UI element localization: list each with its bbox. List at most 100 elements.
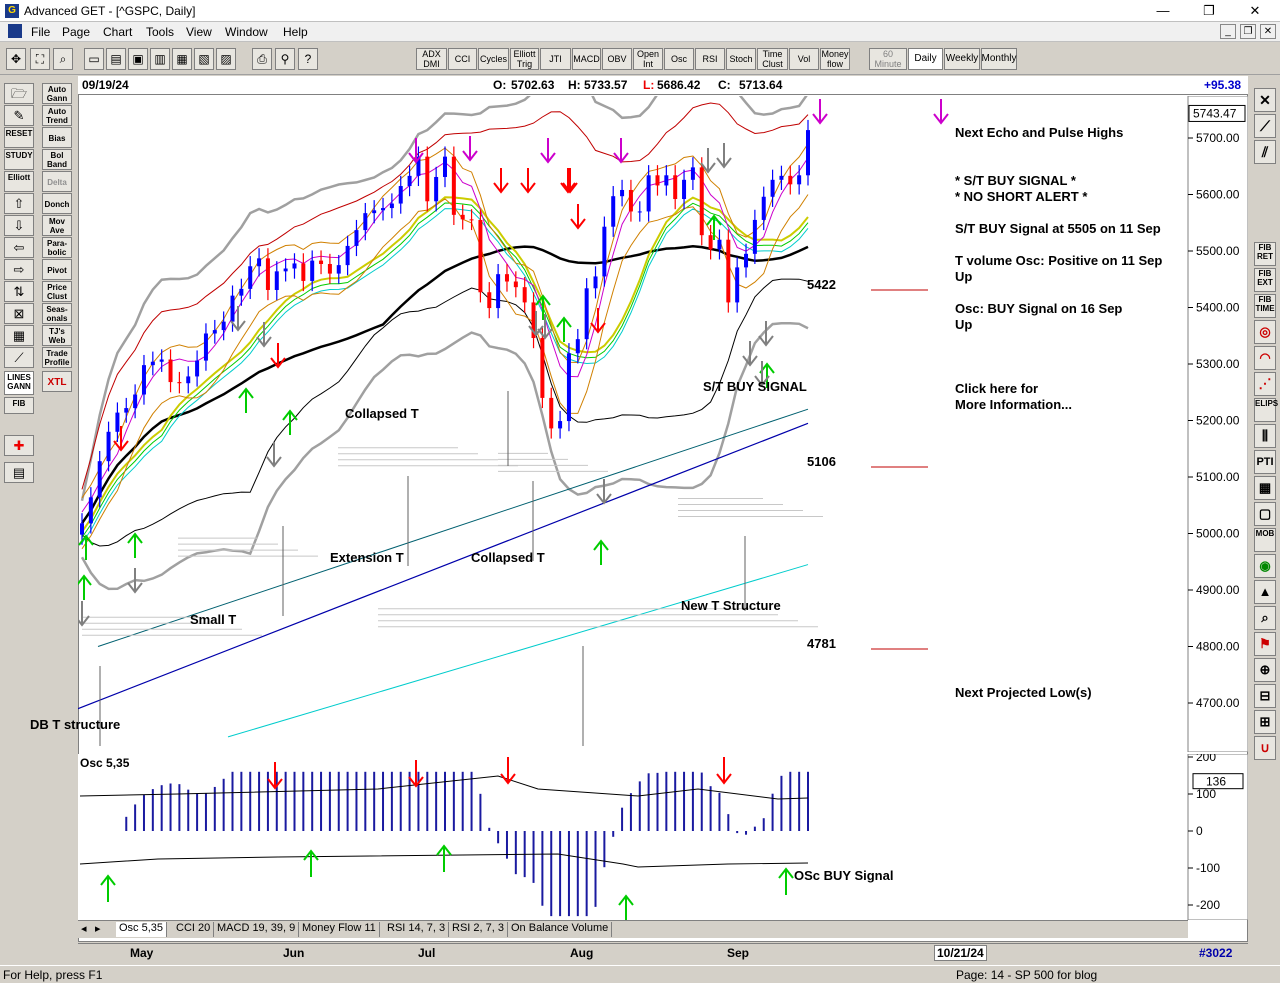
expand-icon[interactable]: ⊞ — [1254, 710, 1276, 734]
menu-page[interactable]: Page — [62, 25, 91, 39]
contract-icon[interactable]: ⊟ — [1254, 684, 1276, 708]
time-clust-button[interactable]: Time Clust — [757, 48, 788, 70]
magnify-icon[interactable]: ⌕ — [53, 48, 73, 70]
flag-icon[interactable]: ⚑ — [1254, 632, 1276, 656]
tile-icon[interactable]: ▧ — [194, 48, 214, 70]
seasonals-button[interactable]: Seas-onals — [42, 303, 72, 324]
auto-trend-button[interactable]: Auto Trend — [42, 105, 72, 126]
mdi-close-button[interactable]: ✕ — [1260, 24, 1276, 39]
arrow-up-icon[interactable]: ⇧ — [4, 193, 34, 214]
ratio-icon[interactable]: ⊠ — [4, 303, 34, 324]
up-arrow-tool-icon[interactable]: ▲ — [1254, 580, 1276, 604]
lines-gann-button[interactable]: LINES GANN — [4, 371, 34, 395]
search-icon[interactable]: ⌕ — [1254, 606, 1276, 630]
tab-rsi-14[interactable]: RSI 14, 7, 3 — [384, 922, 450, 937]
square-tool-icon[interactable]: ▢ — [1254, 502, 1276, 526]
tab-cci[interactable]: CCI 20 — [173, 922, 215, 937]
tab-macd[interactable]: MACD 19, 39, 9 — [214, 922, 300, 937]
menu-help[interactable]: Help — [283, 25, 308, 39]
arrow-right-icon[interactable]: ⇨ — [4, 259, 34, 280]
more-info-link[interactable]: More Information... — [955, 397, 1072, 412]
fib-button[interactable]: FIB — [4, 397, 34, 414]
adx-dmi-button[interactable]: ADX DMI — [416, 48, 447, 70]
elliott-button[interactable]: Elliott — [4, 171, 34, 192]
elips-button[interactable]: ELIPS — [1254, 398, 1278, 422]
cycles-button[interactable]: Cycles — [478, 48, 509, 70]
click-here-link[interactable]: Click here for — [955, 381, 1039, 396]
fib-time-button[interactable]: FIB TIME — [1254, 294, 1276, 318]
rsi-button[interactable]: RSI — [695, 48, 725, 70]
magnet-icon[interactable]: ∪ — [1254, 736, 1276, 760]
vol-button[interactable]: Vol — [789, 48, 819, 70]
oscillator-panel[interactable]: 200 100 0 -100 -200 136 — [78, 754, 1248, 920]
mdi-minimize-button[interactable]: _ — [1220, 24, 1236, 39]
tab-scroll-right[interactable]: ▸ — [95, 923, 101, 935]
pti-button[interactable]: PTI — [1254, 450, 1276, 474]
mdi-restore-button[interactable]: ❐ — [1240, 24, 1256, 39]
restore-button[interactable]: ❐ — [1203, 3, 1215, 18]
menu-window[interactable]: Window — [225, 25, 268, 39]
auto-gann-button[interactable]: Auto Gann — [42, 83, 72, 104]
edit-pencil-icon[interactable]: ✎ — [4, 105, 34, 126]
menu-file[interactable]: File — [31, 25, 51, 39]
target-icon[interactable]: ◎ — [1254, 320, 1276, 344]
crosshair-icon[interactable]: ✚ — [4, 435, 34, 456]
arrow-left-icon[interactable]: ⇦ — [4, 237, 34, 258]
cursor-tool-icon[interactable]: ✥ — [6, 48, 26, 70]
tab-obv[interactable]: On Balance Volume — [508, 922, 613, 937]
trade-profile-button[interactable]: Trade Profile — [42, 347, 72, 368]
mob-button[interactable]: MOB — [1254, 528, 1276, 552]
parallel-icon[interactable]: ⫼ — [1254, 424, 1276, 448]
channel-tool-icon[interactable]: ⫽ — [1254, 140, 1276, 164]
tab-scroll-left[interactable]: ◂ — [81, 923, 87, 935]
print-icon[interactable]: ⎙ — [252, 48, 272, 70]
period-weekly-button[interactable]: Weekly — [944, 48, 980, 70]
arrow-down-icon[interactable]: ⇩ — [4, 215, 34, 236]
new-page-icon[interactable]: ▭ — [84, 48, 104, 70]
tjs-web-button[interactable]: TJ's Web — [42, 325, 72, 346]
zoom-tool-icon[interactable]: ⊕ — [1254, 658, 1276, 682]
price-clust-button[interactable]: Price Clust — [42, 281, 72, 302]
xtl-button[interactable]: XTL — [42, 371, 72, 392]
period-60-minute-button[interactable]: 60 Minute — [869, 48, 907, 70]
stoch-button[interactable]: Stoch — [726, 48, 756, 70]
tab-osc[interactable]: Osc 5,35 — [116, 922, 168, 937]
bar-count-icon[interactable]: ⇅ — [4, 281, 34, 302]
globe-icon[interactable]: ◉ — [1254, 554, 1276, 578]
macd-button[interactable]: MACD — [572, 48, 601, 70]
save-page-icon[interactable]: ▣ — [128, 48, 148, 70]
fan-icon[interactable]: ⟋ — [4, 347, 34, 368]
tab-rsi-2[interactable]: RSI 2, 7, 3 — [449, 922, 508, 937]
period-daily-button[interactable]: Daily — [908, 48, 943, 70]
open-page-icon[interactable]: ▤ — [106, 48, 126, 70]
period-monthly-button[interactable]: Monthly — [981, 48, 1017, 70]
menu-chart[interactable]: Chart — [103, 25, 133, 39]
obv-button[interactable]: OBV — [602, 48, 632, 70]
line-tool-icon[interactable]: ⟋ — [1254, 114, 1276, 138]
mov-ave-button[interactable]: Mov Ave — [42, 215, 72, 236]
osc-button[interactable]: Osc — [664, 48, 694, 70]
elliott-trig-button[interactable]: Elliott Trig — [510, 48, 539, 70]
grid-tool-icon[interactable]: ▦ — [1254, 476, 1276, 500]
fib-ret-button[interactable]: FIB RET — [1254, 242, 1276, 266]
cci-button[interactable]: CCI — [448, 48, 477, 70]
arc-icon[interactable]: ◠ — [1254, 346, 1276, 370]
open-int-button[interactable]: Open Int — [633, 48, 663, 70]
parabolic-button[interactable]: Para-bolic — [42, 237, 72, 258]
donch-button[interactable]: Donch — [42, 193, 72, 214]
fib-ext-button[interactable]: FIB EXT — [1254, 268, 1276, 292]
bol-band-button[interactable]: Bol Band — [42, 149, 72, 170]
notes-icon[interactable]: ▤ — [4, 462, 34, 483]
menu-view[interactable]: View — [186, 25, 212, 39]
price-chart[interactable]: 5700.00 5600.00 5500.00 5400.00 5300.00 5200.… — [78, 96, 1248, 752]
pivot-button[interactable]: Pivot — [42, 259, 72, 280]
cascade-icon[interactable]: ▨ — [216, 48, 236, 70]
bias-button[interactable]: Bias — [42, 127, 72, 148]
reset-button[interactable]: RESET — [4, 127, 34, 148]
study-button[interactable]: STUDY — [4, 149, 34, 170]
grid-icon[interactable]: ▦ — [4, 325, 34, 346]
document-icon[interactable] — [8, 24, 22, 38]
open-folder-icon[interactable]: 🗁 — [4, 83, 34, 104]
layout-icon[interactable]: ▥ — [150, 48, 170, 70]
menu-tools[interactable]: Tools — [146, 25, 175, 39]
